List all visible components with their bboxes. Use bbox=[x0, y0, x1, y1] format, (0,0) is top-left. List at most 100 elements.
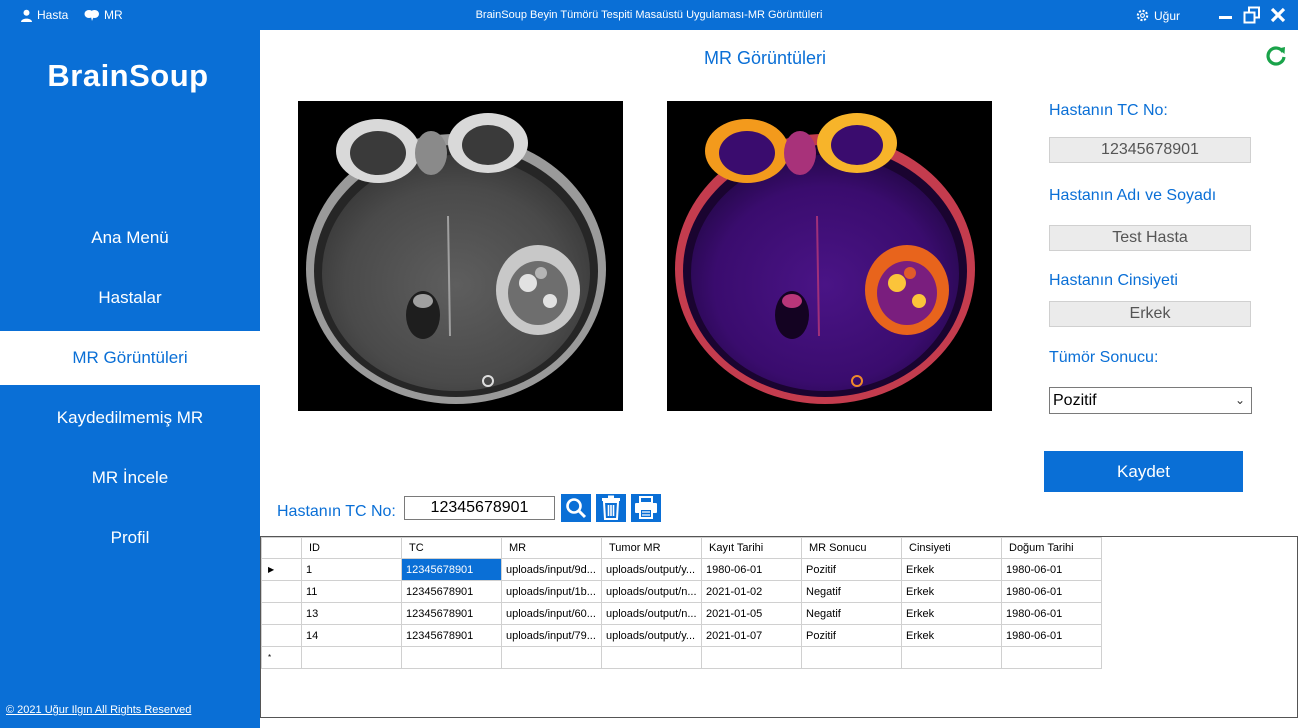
table-cell[interactable]: 11 bbox=[301, 580, 402, 603]
refresh-button[interactable] bbox=[1264, 44, 1288, 68]
sidebar: BrainSoup Ana Menü Hastalar MR Görüntüle… bbox=[0, 30, 260, 728]
table-cell[interactable]: 12345678901 bbox=[401, 580, 502, 603]
table-cell[interactable]: 1 bbox=[301, 558, 402, 581]
table-cell[interactable]: 1980-06-01 bbox=[701, 558, 802, 581]
table-cell[interactable]: 12345678901 bbox=[401, 624, 502, 647]
table-cell[interactable]: 2021-01-02 bbox=[701, 580, 802, 603]
tumor-result-select[interactable]: Pozitif ⌄ bbox=[1049, 387, 1252, 414]
sidebar-item-hastalar[interactable]: Hastalar bbox=[98, 288, 162, 307]
restore-button[interactable] bbox=[1242, 5, 1262, 25]
sidebar-item-mr-goruntuleri[interactable]: MR Görüntüleri bbox=[0, 331, 260, 385]
table-row[interactable]: 11 12345678901 uploads/input/1b... uploa… bbox=[261, 580, 1102, 603]
mri-tumor-image bbox=[667, 101, 992, 411]
row-header[interactable] bbox=[261, 624, 302, 647]
page-title: MR Görüntüleri bbox=[703, 48, 827, 68]
sidebar-item-profil[interactable]: Profil bbox=[110, 528, 150, 547]
table-cell[interactable] bbox=[801, 646, 902, 669]
table-cell[interactable]: 13 bbox=[301, 602, 402, 625]
table-cell[interactable] bbox=[1001, 646, 1102, 669]
column-header[interactable]: TC bbox=[401, 537, 502, 559]
column-header[interactable]: Cinsiyeti bbox=[901, 537, 1002, 559]
tc-label: Hastanın TC No: bbox=[1049, 102, 1168, 119]
table-header-row: ID TC MR Tumor MR Kayıt Tarihi MR Sonucu… bbox=[261, 537, 1102, 559]
close-icon bbox=[1270, 7, 1286, 23]
table-cell[interactable] bbox=[601, 646, 702, 669]
table-cell[interactable]: uploads/output/n... bbox=[601, 580, 702, 603]
new-row-marker[interactable]: * bbox=[261, 646, 302, 669]
table-cell[interactable]: 1980-06-01 bbox=[1001, 602, 1102, 625]
search-tc-input[interactable]: 12345678901 bbox=[404, 496, 555, 520]
save-button[interactable]: Kaydet bbox=[1044, 451, 1243, 492]
table-cell[interactable]: 1980-06-01 bbox=[1001, 558, 1102, 581]
main-panel: MR Görüntüleri bbox=[260, 30, 1298, 728]
gender-field: Erkek bbox=[1049, 301, 1251, 327]
brain-icon bbox=[84, 9, 99, 21]
print-button[interactable] bbox=[631, 494, 661, 522]
printer-icon bbox=[635, 496, 657, 519]
search-button[interactable] bbox=[561, 494, 591, 522]
table-cell[interactable]: 12345678901 bbox=[401, 558, 502, 581]
column-header[interactable]: Doğum Tarihi bbox=[1001, 537, 1102, 559]
minimize-button[interactable] bbox=[1216, 5, 1236, 25]
sidebar-item-mr-incele[interactable]: MR İncele bbox=[91, 468, 169, 487]
table-cell[interactable] bbox=[301, 646, 402, 669]
mr-data-grid[interactable]: ID TC MR Tumor MR Kayıt Tarihi MR Sonucu… bbox=[260, 536, 1298, 718]
table-cell[interactable]: uploads/input/60... bbox=[501, 602, 602, 625]
row-header[interactable] bbox=[261, 580, 302, 603]
tumor-label: Tümör Sonucu: bbox=[1049, 349, 1159, 366]
table-cell[interactable]: Erkek bbox=[901, 580, 1002, 603]
table-row[interactable]: 14 12345678901 uploads/input/79... uploa… bbox=[261, 624, 1102, 647]
mr-menu[interactable]: MR bbox=[84, 8, 123, 22]
table-cell[interactable] bbox=[401, 646, 502, 669]
copyright-link[interactable]: © 2021 Uğur Ilgın All Rights Reserved bbox=[6, 704, 192, 716]
row-header[interactable] bbox=[261, 602, 302, 625]
table-cell[interactable]: uploads/input/1b... bbox=[501, 580, 602, 603]
column-header[interactable]: Tumor MR bbox=[601, 537, 702, 559]
restore-icon bbox=[1243, 6, 1260, 24]
table-cell[interactable] bbox=[701, 646, 802, 669]
table-cell[interactable]: uploads/output/n... bbox=[601, 602, 702, 625]
patient-menu[interactable]: Hasta bbox=[20, 8, 68, 22]
table-cell[interactable]: Erkek bbox=[901, 558, 1002, 581]
table-cell[interactable]: uploads/input/79... bbox=[501, 624, 602, 647]
column-header[interactable]: Kayıt Tarihi bbox=[701, 537, 802, 559]
mri-original-scan bbox=[306, 113, 606, 404]
table-row[interactable]: 13 12345678901 uploads/input/60... uploa… bbox=[261, 602, 1102, 625]
table-cell[interactable]: 2021-01-07 bbox=[701, 624, 802, 647]
table-cell[interactable]: uploads/output/y... bbox=[601, 624, 702, 647]
table-cell[interactable]: Negatif bbox=[801, 580, 902, 603]
sidebar-item-kaydedilmemis-mr[interactable]: Kaydedilmemiş MR bbox=[56, 408, 204, 427]
window-title: BrainSoup Beyin Tümörü Tespiti Masaüstü … bbox=[475, 9, 823, 21]
sidebar-item-ana-menu[interactable]: Ana Menü bbox=[91, 228, 169, 247]
table-cell[interactable]: Erkek bbox=[901, 624, 1002, 647]
table-cell[interactable]: Erkek bbox=[901, 602, 1002, 625]
table-row[interactable]: ▶ 1 12345678901 uploads/input/9d... uplo… bbox=[261, 558, 1102, 581]
gender-label: Hastanın Cinsiyeti bbox=[1049, 272, 1178, 289]
table-cell[interactable]: Pozitif bbox=[801, 558, 902, 581]
chevron-down-icon: ⌄ bbox=[1234, 393, 1245, 407]
mr-table: ID TC MR Tumor MR Kayıt Tarihi MR Sonucu… bbox=[261, 537, 1102, 669]
table-cell[interactable]: 1980-06-01 bbox=[1001, 624, 1102, 647]
column-header[interactable]: MR Sonucu bbox=[801, 537, 902, 559]
delete-button[interactable] bbox=[596, 494, 626, 522]
table-cell[interactable]: uploads/input/9d... bbox=[501, 558, 602, 581]
table-cell[interactable] bbox=[501, 646, 602, 669]
table-cell[interactable]: Pozitif bbox=[801, 624, 902, 647]
close-button[interactable] bbox=[1268, 5, 1288, 25]
table-cell[interactable]: 14 bbox=[301, 624, 402, 647]
table-cell[interactable] bbox=[901, 646, 1002, 669]
user-menu[interactable]: Uğur bbox=[1135, 8, 1180, 23]
user-icon bbox=[21, 9, 32, 22]
mri-original-image bbox=[298, 101, 623, 411]
mri-tumor-scan bbox=[675, 113, 975, 404]
column-header[interactable]: ID bbox=[301, 537, 402, 559]
new-row[interactable]: * bbox=[261, 646, 1102, 669]
tc-field: 12345678901 bbox=[1049, 137, 1251, 163]
table-cell[interactable]: uploads/output/y... bbox=[601, 558, 702, 581]
current-row-marker[interactable]: ▶ bbox=[261, 558, 302, 581]
column-header[interactable]: MR bbox=[501, 537, 602, 559]
table-cell[interactable]: 2021-01-05 bbox=[701, 602, 802, 625]
table-cell[interactable]: 1980-06-01 bbox=[1001, 580, 1102, 603]
table-cell[interactable]: Negatif bbox=[801, 602, 902, 625]
table-cell[interactable]: 12345678901 bbox=[401, 602, 502, 625]
